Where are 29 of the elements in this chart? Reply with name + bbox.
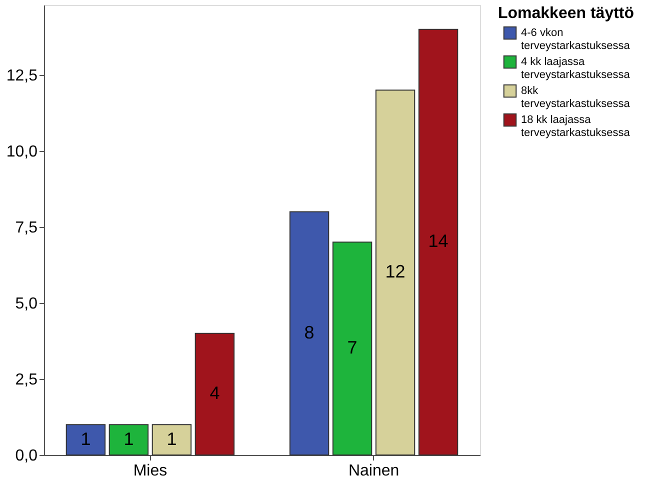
- data-label: 7: [347, 338, 358, 358]
- data-label: 4: [210, 383, 220, 404]
- data-label: 14: [428, 231, 448, 252]
- legend-label: 18 kk laajassa terveystarkastuksessa: [521, 114, 631, 139]
- data-label: 12: [385, 262, 406, 282]
- legend-title: Lomakkeen täyttö: [498, 5, 634, 22]
- x-tick-label: Nainen: [348, 462, 400, 480]
- y-tick-label: 5,0: [15, 295, 38, 312]
- legend-label: 4-6 vkon terveystarkastuksessa: [521, 27, 631, 52]
- bar: [152, 424, 192, 456]
- legend-label: 8kk terveystarkastuksessa: [521, 85, 631, 110]
- bar: [289, 211, 330, 456]
- bar: [194, 332, 235, 456]
- bar: [332, 242, 372, 456]
- y-tick-label: 10,0: [6, 143, 38, 160]
- y-tick-label: 12,5: [6, 67, 38, 84]
- data-label: 1: [166, 428, 177, 449]
- legend-label: 4 kk laajassa terveystarkastuksessa: [521, 56, 631, 81]
- data-label: 1: [80, 428, 91, 449]
- y-tick-label: 7,5: [15, 219, 38, 236]
- data-label: 8: [304, 322, 314, 342]
- y-tick-label: 0,0: [15, 448, 38, 464]
- bar: [418, 28, 458, 456]
- bar: [375, 90, 416, 456]
- y-tick-label: 2,5: [15, 371, 38, 388]
- bar: [108, 424, 149, 456]
- x-tick-label: Mies: [133, 462, 168, 480]
- bar: [66, 424, 106, 456]
- data-label: 1: [124, 428, 134, 449]
